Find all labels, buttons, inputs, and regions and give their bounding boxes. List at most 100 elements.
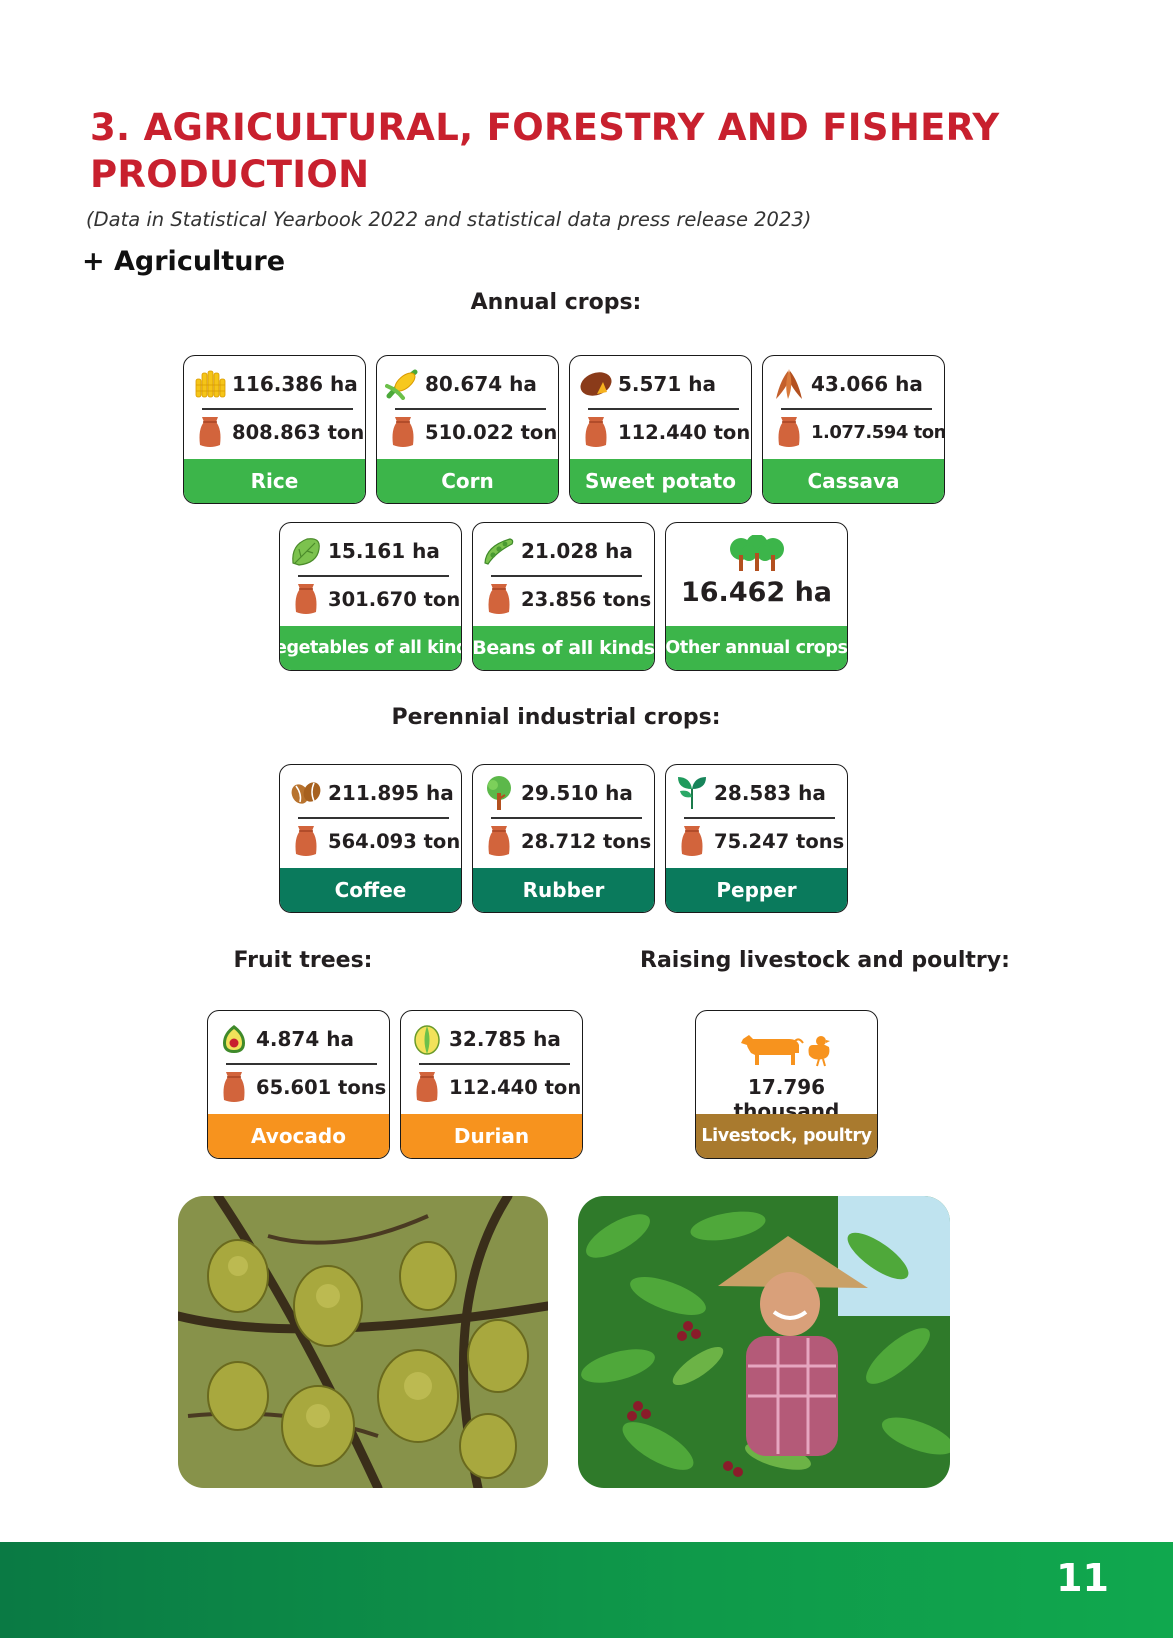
sack-icon [192, 414, 228, 450]
sack-icon [481, 581, 517, 617]
cassava-area: 43.066 ha [811, 372, 923, 396]
rubber-area-row: 29.510 ha [481, 773, 650, 813]
corn-output-row: 510.022 tons [385, 412, 558, 452]
annual-crops-heading: Annual crops: [470, 290, 642, 315]
trees-icon [666, 535, 847, 573]
divider [588, 408, 739, 410]
cassava-output-row: 1.077.594 tons [771, 412, 944, 452]
cow-chicken-icon [696, 1029, 877, 1067]
divider [684, 817, 835, 819]
divider [298, 817, 449, 819]
vegetables-output-row: 301.670 tons [288, 579, 461, 619]
sweet-potato-area-row: 5.571 ha [578, 364, 747, 404]
sack-icon [385, 414, 421, 450]
coffee-label: Coffee [280, 868, 461, 912]
corn-icon [385, 366, 421, 402]
beans-output-row: 23.856 tons [481, 579, 652, 619]
pepper-output: 75.247 tons [714, 829, 845, 853]
rubber-label: Rubber [473, 868, 654, 912]
sweet-potato-area: 5.571 ha [618, 372, 716, 396]
avocado-label: Avocado [208, 1114, 389, 1158]
rubber-tree-icon [481, 775, 517, 811]
avocado-area: 4.874 ha [256, 1027, 354, 1051]
beans-card: 21.028 ha 23.856 tons Beans of all kinds [472, 522, 655, 671]
durian-icon [409, 1021, 445, 1057]
vegetables-label: Vegetables of all kinds [280, 626, 461, 670]
corn-label: Corn [377, 459, 558, 503]
divider [202, 408, 353, 410]
corn-area: 80.674 ha [425, 372, 537, 396]
pepper-area: 28.583 ha [714, 781, 826, 805]
durian-photo [178, 1196, 548, 1488]
coffee-area: 211.895 ha [328, 781, 454, 805]
sack-icon [288, 823, 324, 859]
sweet-potato-card: 5.571 ha 112.440 tons Sweet potato [569, 355, 752, 504]
durian-area-row: 32.785 ha [409, 1019, 578, 1059]
coffee-bean-icon [288, 775, 324, 811]
rubber-output-row: 28.712 tons [481, 821, 652, 861]
coffee-area-row: 211.895 ha [288, 773, 457, 813]
sweet-potato-label: Sweet potato [570, 459, 751, 503]
sack-icon [578, 414, 614, 450]
sack-icon [409, 1069, 445, 1105]
vegetable-icon [288, 533, 324, 569]
page-subtitle: (Data in Statistical Yearbook 2022 and s… [86, 208, 812, 231]
cassava-icon [771, 366, 807, 402]
divider [226, 1063, 377, 1065]
pepper-label: Pepper [666, 868, 847, 912]
corn-card: 80.674 ha 510.022 tons Corn [376, 355, 559, 504]
avocado-area-row: 4.874 ha [216, 1019, 385, 1059]
rice-icon [192, 366, 228, 402]
durian-output: 112.440 tons [449, 1075, 583, 1099]
footer-band [0, 1542, 1173, 1638]
divider [395, 408, 546, 410]
sweet-potato-output-row: 112.440 tons [578, 412, 751, 452]
livestock-card: 17.796 thousand Livestock, poultry [695, 1010, 878, 1159]
divider [491, 575, 642, 577]
bean-pod-icon [481, 533, 517, 569]
durian-card: 32.785 ha 112.440 tons Durian [400, 1010, 583, 1159]
livestock-heading: Raising livestock and poultry: [640, 948, 1010, 973]
page-title: 3. AGRICULTURAL, FORESTRY AND FISHERY PR… [90, 106, 1000, 196]
avocado-icon [216, 1021, 252, 1057]
page-number: 11 [1056, 1556, 1109, 1600]
coffee-output-row: 564.093 tons [288, 821, 461, 861]
avocado-output: 65.601 tons [256, 1075, 387, 1099]
rubber-area: 29.510 ha [521, 781, 633, 805]
rice-label: Rice [184, 459, 365, 503]
perennial-crops-heading: Perennial industrial crops: [391, 705, 721, 730]
vegetables-area: 15.161 ha [328, 539, 440, 563]
livestock-label: Livestock, poultry [696, 1114, 877, 1158]
rice-output-row: 808.863 tons [192, 412, 365, 452]
rice-area: 116.386 ha [232, 372, 358, 396]
rubber-card: 29.510 ha 28.712 tons Rubber [472, 764, 655, 913]
divider [781, 408, 932, 410]
rice-output: 808.863 tons [232, 420, 366, 444]
vegetables-output: 301.670 tons [328, 587, 462, 611]
pepper-area-row: 28.583 ha [674, 773, 843, 813]
vegetables-area-row: 15.161 ha [288, 531, 457, 571]
sack-icon [216, 1069, 252, 1105]
sack-icon [771, 414, 807, 450]
sack-icon [288, 581, 324, 617]
beans-output: 23.856 tons [521, 587, 652, 611]
pepper-leaf-icon [674, 775, 710, 811]
sack-icon [481, 823, 517, 859]
fruit-trees-heading: Fruit trees: [233, 948, 373, 973]
rice-card: 116.386 ha 808.863 tons Rice [183, 355, 366, 504]
vegetables-card: 15.161 ha 301.670 tons Vegetables of all… [279, 522, 462, 671]
rice-area-row: 116.386 ha [192, 364, 361, 404]
corn-area-row: 80.674 ha [385, 364, 554, 404]
pepper-card: 28.583 ha 75.247 tons Pepper [665, 764, 848, 913]
other-annual-crops-area: 16.462 ha [680, 577, 833, 608]
beans-label: Beans of all kinds [473, 626, 654, 670]
durian-label: Durian [401, 1114, 582, 1158]
cassava-area-row: 43.066 ha [771, 364, 940, 404]
sweet-potato-icon [578, 366, 614, 402]
beans-area-row: 21.028 ha [481, 531, 650, 571]
pepper-output-row: 75.247 tons [674, 821, 845, 861]
sweet-potato-output: 112.440 tons [618, 420, 752, 444]
cassava-output: 1.077.594 tons [811, 421, 945, 443]
rubber-output: 28.712 tons [521, 829, 652, 853]
divider [491, 817, 642, 819]
